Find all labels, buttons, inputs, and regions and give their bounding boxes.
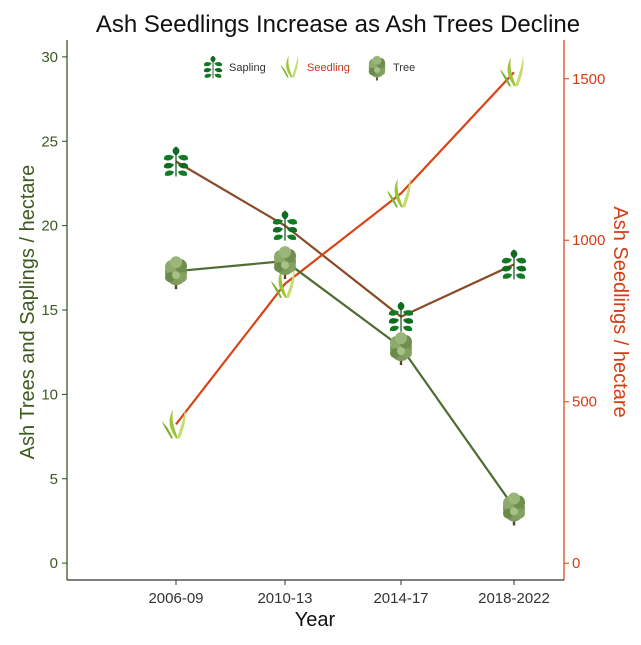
x-tick-label: 2018-2022 <box>478 590 550 607</box>
x-tick-label: 2014-17 <box>373 590 428 607</box>
left-y-tick-label: 15 <box>41 302 58 319</box>
left-y-tick-label: 5 <box>50 471 58 488</box>
tree-point-marker <box>274 246 296 280</box>
seedling-point-marker <box>500 56 524 87</box>
chart-title: Ash Seedlings Increase as Ash Trees Decl… <box>96 11 580 38</box>
seedling-legend-icon <box>280 55 299 78</box>
legend: Sapling Seedling Tree <box>203 55 415 81</box>
x-ticks: 2006-09 2010-13 2014-17 2018-2022 <box>148 580 550 607</box>
right-y-ticks: 0 500 1000 1500 <box>564 71 605 572</box>
x-tick-label: 2010-13 <box>257 590 312 607</box>
sapling-series-line <box>175 160 515 319</box>
tree-legend-label: Tree <box>393 62 415 74</box>
left-y-tick-label: 0 <box>50 555 58 572</box>
right-y-tick-label: 500 <box>572 394 597 411</box>
series-markers <box>162 56 527 526</box>
sapling-legend-icon <box>203 55 223 79</box>
sapling-point-marker <box>163 145 189 178</box>
left-y-tick-label: 20 <box>41 218 58 235</box>
left-y-ticks: 0 5 10 15 20 25 30 <box>41 49 67 572</box>
x-tick-label: 2006-09 <box>148 590 203 607</box>
series-lines <box>175 71 515 509</box>
seedling-legend-label: Seedling <box>307 62 350 74</box>
left-y-tick-label: 30 <box>41 49 58 66</box>
tree-series-line <box>175 259 515 509</box>
tree-point-marker <box>390 332 412 366</box>
tree-legend-icon <box>368 55 386 81</box>
right-y-tick-label: 1000 <box>572 232 605 249</box>
right-y-tick-label: 1500 <box>572 71 605 88</box>
right-y-axis-title: Ash Seedlings / hectare <box>609 206 631 417</box>
left-y-tick-label: 25 <box>41 133 58 150</box>
seedling-series-line <box>175 71 515 426</box>
left-y-tick-label: 10 <box>41 386 58 403</box>
seedling-point-marker <box>162 408 186 439</box>
right-y-tick-label: 0 <box>572 555 580 572</box>
sapling-point-marker <box>272 210 298 242</box>
sapling-point-marker <box>501 248 527 281</box>
sapling-point-marker <box>388 301 414 333</box>
tree-point-marker <box>503 492 525 526</box>
left-y-axis-title: Ash Trees and Saplings / hectare <box>17 165 39 460</box>
sapling-legend-label: Sapling <box>229 62 266 74</box>
x-axis-title: Year <box>295 609 336 631</box>
tree-point-marker <box>165 256 187 290</box>
